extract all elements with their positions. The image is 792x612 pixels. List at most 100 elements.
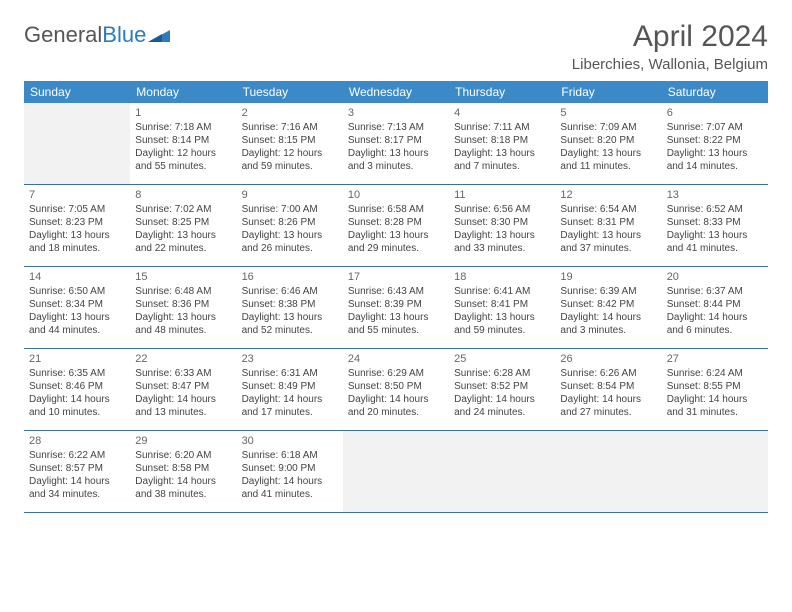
- day-cell: [343, 431, 449, 513]
- sunset-text: Sunset: 8:52 PM: [454, 380, 550, 393]
- sunset-text: Sunset: 8:41 PM: [454, 298, 550, 311]
- daylight-text: Daylight: 13 hours and 14 minutes.: [667, 147, 763, 173]
- sunset-text: Sunset: 8:15 PM: [242, 134, 338, 147]
- sunset-text: Sunset: 8:58 PM: [135, 462, 231, 475]
- daylight-text: Daylight: 13 hours and 44 minutes.: [29, 311, 125, 337]
- daylight-text: Daylight: 12 hours and 59 minutes.: [242, 147, 338, 173]
- daylight-text: Daylight: 13 hours and 11 minutes.: [560, 147, 656, 173]
- sunrise-text: Sunrise: 6:26 AM: [560, 367, 656, 380]
- week-row: 21Sunrise: 6:35 AMSunset: 8:46 PMDayligh…: [24, 349, 768, 431]
- daylight-text: Daylight: 14 hours and 41 minutes.: [242, 475, 338, 501]
- daylight-text: Daylight: 14 hours and 20 minutes.: [348, 393, 444, 419]
- day-header: Monday: [130, 81, 236, 103]
- sunset-text: Sunset: 8:39 PM: [348, 298, 444, 311]
- sunrise-text: Sunrise: 7:09 AM: [560, 121, 656, 134]
- sunset-text: Sunset: 8:34 PM: [29, 298, 125, 311]
- daylight-text: Daylight: 13 hours and 29 minutes.: [348, 229, 444, 255]
- daylight-text: Daylight: 13 hours and 52 minutes.: [242, 311, 338, 337]
- sunset-text: Sunset: 8:30 PM: [454, 216, 550, 229]
- month-title: April 2024: [572, 20, 768, 54]
- sunset-text: Sunset: 8:49 PM: [242, 380, 338, 393]
- day-cell: 7Sunrise: 7:05 AMSunset: 8:23 PMDaylight…: [24, 185, 130, 267]
- logo-text-b: Blue: [102, 22, 146, 48]
- sunset-text: Sunset: 8:28 PM: [348, 216, 444, 229]
- sunset-text: Sunset: 8:33 PM: [667, 216, 763, 229]
- day-number: 10: [348, 188, 444, 202]
- day-header: Tuesday: [237, 81, 343, 103]
- calendar-body: 1Sunrise: 7:18 AMSunset: 8:14 PMDaylight…: [24, 103, 768, 513]
- day-number: 20: [667, 270, 763, 284]
- sunset-text: Sunset: 8:22 PM: [667, 134, 763, 147]
- sunset-text: Sunset: 8:46 PM: [29, 380, 125, 393]
- day-number: 7: [29, 188, 125, 202]
- daylight-text: Daylight: 14 hours and 24 minutes.: [454, 393, 550, 419]
- sunrise-text: Sunrise: 6:50 AM: [29, 285, 125, 298]
- sunset-text: Sunset: 9:00 PM: [242, 462, 338, 475]
- day-number: 22: [135, 352, 231, 366]
- sunset-text: Sunset: 8:20 PM: [560, 134, 656, 147]
- day-cell: 16Sunrise: 6:46 AMSunset: 8:38 PMDayligh…: [237, 267, 343, 349]
- location: Liberchies, Wallonia, Belgium: [572, 56, 768, 73]
- day-cell: 4Sunrise: 7:11 AMSunset: 8:18 PMDaylight…: [449, 103, 555, 185]
- sunset-text: Sunset: 8:47 PM: [135, 380, 231, 393]
- day-cell: 27Sunrise: 6:24 AMSunset: 8:55 PMDayligh…: [662, 349, 768, 431]
- sunset-text: Sunset: 8:25 PM: [135, 216, 231, 229]
- week-row: 28Sunrise: 6:22 AMSunset: 8:57 PMDayligh…: [24, 431, 768, 513]
- week-row: 14Sunrise: 6:50 AMSunset: 8:34 PMDayligh…: [24, 267, 768, 349]
- day-cell: 9Sunrise: 7:00 AMSunset: 8:26 PMDaylight…: [237, 185, 343, 267]
- sunrise-text: Sunrise: 7:07 AM: [667, 121, 763, 134]
- day-cell: 18Sunrise: 6:41 AMSunset: 8:41 PMDayligh…: [449, 267, 555, 349]
- daylight-text: Daylight: 14 hours and 38 minutes.: [135, 475, 231, 501]
- day-cell: 13Sunrise: 6:52 AMSunset: 8:33 PMDayligh…: [662, 185, 768, 267]
- day-cell: 8Sunrise: 7:02 AMSunset: 8:25 PMDaylight…: [130, 185, 236, 267]
- day-cell: 3Sunrise: 7:13 AMSunset: 8:17 PMDaylight…: [343, 103, 449, 185]
- sunrise-text: Sunrise: 7:00 AM: [242, 203, 338, 216]
- sunrise-text: Sunrise: 6:48 AM: [135, 285, 231, 298]
- day-cell: [662, 431, 768, 513]
- daylight-text: Daylight: 14 hours and 27 minutes.: [560, 393, 656, 419]
- day-cell: 20Sunrise: 6:37 AMSunset: 8:44 PMDayligh…: [662, 267, 768, 349]
- day-header-row: SundayMondayTuesdayWednesdayThursdayFrid…: [24, 81, 768, 103]
- day-number: 12: [560, 188, 656, 202]
- day-cell: 30Sunrise: 6:18 AMSunset: 9:00 PMDayligh…: [237, 431, 343, 513]
- day-header: Thursday: [449, 81, 555, 103]
- calendar-table: SundayMondayTuesdayWednesdayThursdayFrid…: [24, 81, 768, 513]
- sunset-text: Sunset: 8:42 PM: [560, 298, 656, 311]
- day-cell: 14Sunrise: 6:50 AMSunset: 8:34 PMDayligh…: [24, 267, 130, 349]
- day-number: 29: [135, 434, 231, 448]
- daylight-text: Daylight: 13 hours and 22 minutes.: [135, 229, 231, 255]
- day-number: 19: [560, 270, 656, 284]
- day-header: Wednesday: [343, 81, 449, 103]
- sunset-text: Sunset: 8:23 PM: [29, 216, 125, 229]
- daylight-text: Daylight: 14 hours and 10 minutes.: [29, 393, 125, 419]
- week-row: 1Sunrise: 7:18 AMSunset: 8:14 PMDaylight…: [24, 103, 768, 185]
- day-number: 28: [29, 434, 125, 448]
- day-number: 6: [667, 106, 763, 120]
- sunrise-text: Sunrise: 6:41 AM: [454, 285, 550, 298]
- day-header: Saturday: [662, 81, 768, 103]
- daylight-text: Daylight: 13 hours and 7 minutes.: [454, 147, 550, 173]
- day-cell: 28Sunrise: 6:22 AMSunset: 8:57 PMDayligh…: [24, 431, 130, 513]
- daylight-text: Daylight: 14 hours and 13 minutes.: [135, 393, 231, 419]
- sunrise-text: Sunrise: 6:43 AM: [348, 285, 444, 298]
- sunrise-text: Sunrise: 6:18 AM: [242, 449, 338, 462]
- daylight-text: Daylight: 13 hours and 18 minutes.: [29, 229, 125, 255]
- sunrise-text: Sunrise: 6:39 AM: [560, 285, 656, 298]
- sunrise-text: Sunrise: 6:24 AM: [667, 367, 763, 380]
- sunset-text: Sunset: 8:14 PM: [135, 134, 231, 147]
- day-cell: 1Sunrise: 7:18 AMSunset: 8:14 PMDaylight…: [130, 103, 236, 185]
- day-cell: [555, 431, 661, 513]
- title-block: April 2024 Liberchies, Wallonia, Belgium: [572, 20, 768, 73]
- header: GeneralBlue April 2024 Liberchies, Wallo…: [24, 20, 768, 73]
- daylight-text: Daylight: 14 hours and 34 minutes.: [29, 475, 125, 501]
- sunrise-text: Sunrise: 6:28 AM: [454, 367, 550, 380]
- daylight-text: Daylight: 13 hours and 41 minutes.: [667, 229, 763, 255]
- day-number: 2: [242, 106, 338, 120]
- daylight-text: Daylight: 14 hours and 31 minutes.: [667, 393, 763, 419]
- day-number: 16: [242, 270, 338, 284]
- sunset-text: Sunset: 8:44 PM: [667, 298, 763, 311]
- day-cell: 29Sunrise: 6:20 AMSunset: 8:58 PMDayligh…: [130, 431, 236, 513]
- day-number: 3: [348, 106, 444, 120]
- week-row: 7Sunrise: 7:05 AMSunset: 8:23 PMDaylight…: [24, 185, 768, 267]
- day-number: 13: [667, 188, 763, 202]
